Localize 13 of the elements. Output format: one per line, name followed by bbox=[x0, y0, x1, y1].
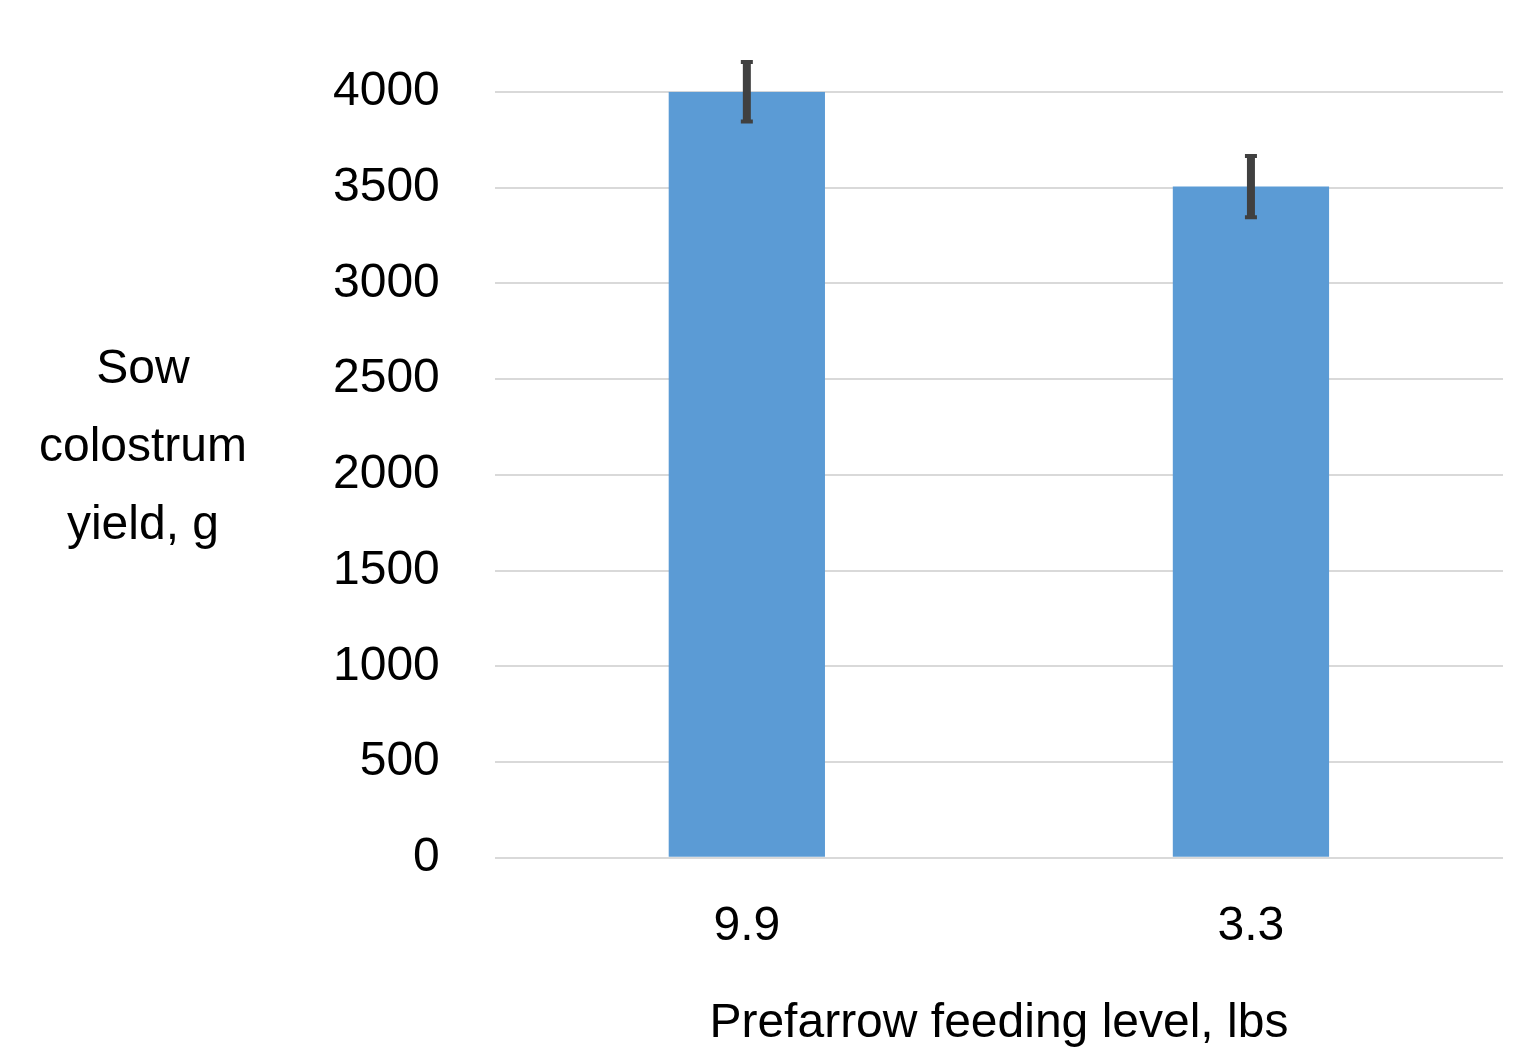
y-tick-label: 1000 bbox=[333, 636, 440, 690]
y-tick-label: 4000 bbox=[333, 62, 440, 116]
y-tick-label: 0 bbox=[413, 828, 440, 882]
y-tick-label: 2000 bbox=[333, 445, 440, 499]
y-tick-label: 3000 bbox=[333, 253, 440, 307]
y-tick-label: 500 bbox=[359, 732, 440, 786]
x-axis-title: Prefarrow feeding level, lbs bbox=[709, 994, 1289, 1048]
y-tick-label: 3500 bbox=[333, 157, 440, 211]
x-tick-label: 3.3 bbox=[1217, 896, 1285, 950]
x-tick-label: 9.9 bbox=[713, 896, 781, 950]
y-tick-label: 2500 bbox=[333, 349, 440, 403]
y-tick-label: 1500 bbox=[333, 540, 440, 594]
y-axis-title: Sow colostrum yield, g bbox=[37, 339, 249, 551]
